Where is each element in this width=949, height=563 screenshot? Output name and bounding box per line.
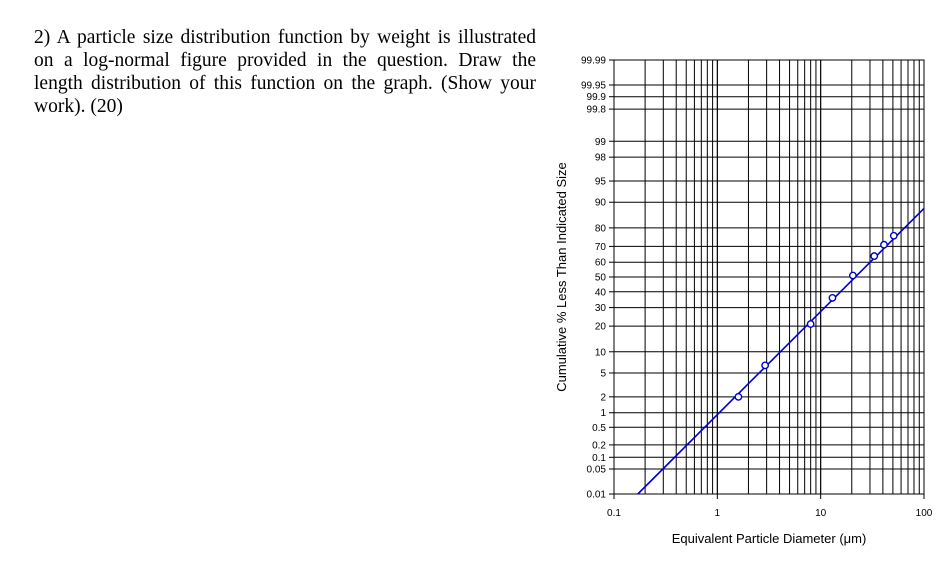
y-tick-label: 70 xyxy=(595,242,607,253)
data-point xyxy=(870,252,879,260)
data-point xyxy=(806,320,815,328)
y-tick-label: 99.99 xyxy=(581,56,606,67)
x-tick-labels: 0.1 1 10 100 xyxy=(607,494,933,519)
y-tick-label: 0.01 xyxy=(587,490,607,501)
y-tick-label: 60 xyxy=(595,258,607,269)
y-tick-label: 90 xyxy=(595,198,607,209)
data-point xyxy=(848,271,857,280)
y-tick-label: 2 xyxy=(600,392,606,403)
y-tick-label: 40 xyxy=(595,287,607,298)
y-tick-label: 98 xyxy=(595,153,607,164)
y-tick-label: 99.9 xyxy=(587,92,607,103)
data-point xyxy=(880,240,888,249)
y-tick-label: 30 xyxy=(595,303,607,314)
data-point xyxy=(889,231,898,240)
y-tick-label: 80 xyxy=(595,223,607,234)
y-tick-label: 0.2 xyxy=(592,440,606,451)
x-axis-label: Equivalent Particle Diameter (μm) xyxy=(672,531,867,546)
y-axis-label: Cumulative % Less Than Indicated Size xyxy=(554,162,569,392)
y-tick-label: 0.1 xyxy=(592,453,606,464)
y-tick-label: 99.95 xyxy=(581,81,606,92)
y-tick-label: 10 xyxy=(595,347,607,358)
data-point xyxy=(734,392,743,401)
x-tick-label: 0.1 xyxy=(607,508,621,519)
question-text: 2) A particle size distribution function… xyxy=(34,27,536,117)
y-tick-label: 1 xyxy=(600,408,606,419)
x-tick-label: 10 xyxy=(815,508,827,519)
y-tick-label: 95 xyxy=(595,177,607,188)
data-point xyxy=(828,294,837,302)
y-tick-label: 0.5 xyxy=(592,423,606,434)
y-tick-label: 50 xyxy=(595,273,607,284)
y-tick-label: 20 xyxy=(595,322,607,333)
y-tick-label: 99 xyxy=(595,137,607,148)
x-tick-label: 1 xyxy=(715,508,721,519)
data-series xyxy=(637,207,925,495)
chart-grid xyxy=(613,59,925,495)
fit-line xyxy=(637,207,925,495)
y-tick-label: 99.8 xyxy=(587,105,607,116)
y-tick-labels: 0.01 0.050.1 0.2 0.5 1 2 5 10 20 30 40 50 60 70 80 90 95… xyxy=(581,56,614,501)
data-point xyxy=(761,361,770,370)
x-tick-label: 100 xyxy=(916,508,933,519)
y-tick-label: 0.05 xyxy=(587,464,607,475)
y-tick-label: 5 xyxy=(600,368,606,379)
